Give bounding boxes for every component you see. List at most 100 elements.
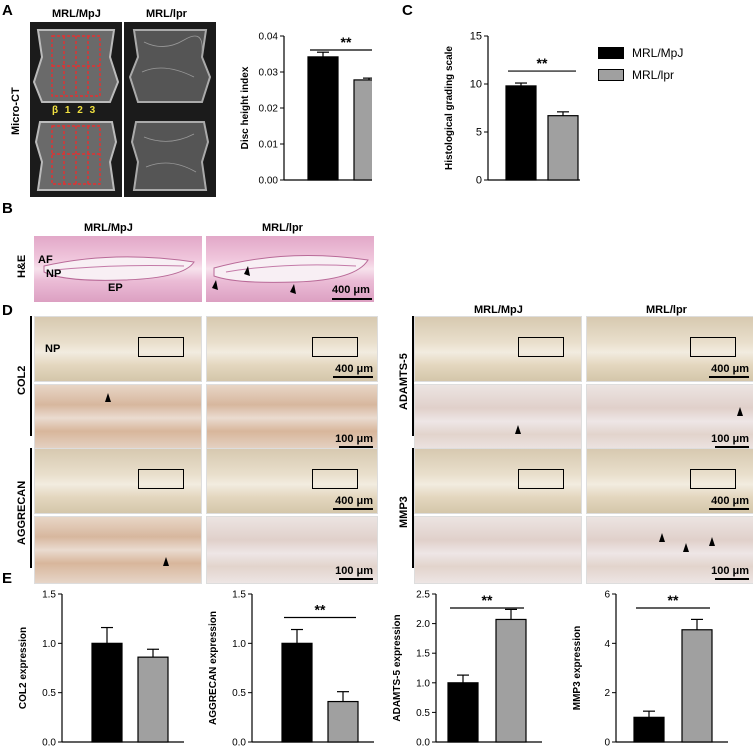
panel-letter-d: D — [2, 302, 13, 319]
arrowhead-icon — [737, 407, 743, 416]
microct-col1-label: MRL/MpJ — [52, 8, 101, 20]
scale-bar — [339, 578, 373, 580]
bar-mpj — [281, 642, 313, 743]
ihc-adamts5-lpr-lowmag: 400 μm — [586, 316, 753, 382]
y-tick-label: 0.0 — [416, 738, 430, 749]
roi-box — [689, 469, 736, 489]
microct-beta-labels: β 1 2 3 — [52, 105, 98, 116]
significance-label: ** — [341, 34, 352, 50]
ihc-label-mmp3: MMP3 — [398, 496, 410, 528]
scale-label: 100 μm — [335, 433, 373, 445]
roi-box — [517, 469, 564, 489]
he-row-label: H&E — [16, 254, 28, 278]
he-arrow-2 — [244, 266, 250, 276]
y-tick-label: 0.5 — [416, 708, 430, 719]
roi-box — [137, 337, 184, 357]
ihc-adamts5-mpj-lowmag — [414, 316, 582, 382]
y-tick-label: 1.5 — [42, 590, 56, 601]
significance-label: ** — [315, 602, 326, 618]
ihc-adamts5-lpr-highmag: 100 μm — [586, 384, 753, 452]
y-axis-label: AGGRECAN expression — [208, 611, 219, 725]
bar-lpr — [137, 656, 169, 743]
scale-label: 100 μm — [711, 565, 749, 577]
he-col1-label: MRL/MpJ — [84, 222, 133, 234]
ihc-label-adamts5: ADAMTS-5 — [398, 353, 410, 410]
ihc-aggrecan-lpr-lowmag: 400 μm — [206, 448, 378, 514]
chart-aggrecan: 0.0 0.5 1.0 1.5 AGGRECAN expression ** — [208, 590, 374, 749]
y-tick-label: 6 — [604, 590, 610, 601]
scale-label: 400 μm — [335, 495, 373, 507]
y-tick-label: 0.03 — [259, 68, 279, 79]
ihc-col2-lpr-lowmag: 400 μm — [206, 316, 378, 382]
legend-swatch-lpr — [598, 69, 624, 81]
y-tick-label: 0.5 — [42, 688, 56, 699]
bar-lpr — [547, 115, 579, 181]
he-label-af: AF — [38, 254, 53, 266]
he-lpr-drawing — [212, 255, 369, 294]
he-scale-bar — [332, 298, 372, 300]
ihc-col2-group-bar — [30, 316, 32, 436]
scale-label: 100 μm — [335, 565, 373, 577]
y-tick-label: 2 — [604, 688, 610, 699]
legend: MRL/MpJ MRL/lpr — [598, 46, 683, 82]
panel-letter-e: E — [2, 570, 13, 587]
ihc-aggrecan-lpr-highmag: 100 μm — [206, 516, 378, 584]
y-tick-label: 1.0 — [232, 639, 246, 650]
chart-adamts5: 0.0 0.5 1.0 1.5 2.0 2.5 ADAMTS-5 expression ** — [392, 590, 542, 749]
ihc-col2-lpr-highmag: 100 μm — [206, 384, 378, 452]
arrowhead-icon — [659, 533, 665, 542]
legend-item-lpr: MRL/lpr — [598, 68, 683, 82]
y-tick-label: 10 — [470, 79, 482, 91]
microct-col2-label: MRL/lpr — [146, 8, 187, 20]
scale-bar — [333, 508, 373, 510]
bar-mpj — [91, 642, 123, 743]
bar-mpj — [633, 716, 665, 743]
ihc-adamts5-mpj-highmag — [414, 384, 582, 452]
microct-lpr-drawing — [128, 29, 212, 191]
bar-lpr — [495, 618, 527, 743]
legend-label-lpr: MRL/lpr — [632, 68, 675, 82]
scale-bar — [709, 508, 749, 510]
arrowhead-icon — [709, 537, 715, 546]
roi-box — [689, 337, 736, 357]
ihc-label-aggrecan: AGGRECAN — [16, 480, 28, 545]
microct-image-lpr — [124, 22, 216, 197]
legend-label-mpj: MRL/MpJ — [632, 46, 684, 60]
scale-bar — [715, 578, 749, 580]
panel-letter-a: A — [2, 2, 13, 19]
ihc-aggrecan-mpj-lowmag — [34, 448, 202, 514]
y-tick-label: 0.0 — [42, 738, 56, 749]
scale-label: 400 μm — [711, 495, 749, 507]
legend-swatch-mpj — [598, 47, 624, 59]
chart-histological: 0 5 10 15 Histological grading scale ** — [444, 31, 580, 187]
scale-bar — [333, 376, 373, 378]
roi-box — [312, 337, 359, 357]
y-tick-label: 5 — [476, 127, 482, 139]
y-tick-label: 2.5 — [416, 590, 430, 601]
he-arrow-3 — [290, 284, 296, 294]
ihc-adamts-group-bar — [412, 316, 414, 436]
bar-lpr — [681, 629, 713, 743]
y-tick-label: 0.04 — [259, 32, 279, 43]
panel-letter-b: B — [2, 200, 13, 217]
ihc-aggrecan-group-bar — [30, 448, 32, 568]
microct-row-label: Micro-CT — [10, 87, 22, 135]
he-image-mpj: AF NP EP — [34, 236, 202, 302]
arrowhead-icon — [105, 393, 111, 402]
y-axis-label: COL2 expression — [18, 627, 29, 709]
he-col2-label: MRL/lpr — [262, 222, 303, 234]
he-arrow-1 — [212, 280, 218, 290]
panel-letter-c: C — [402, 2, 413, 19]
roi-box — [517, 337, 564, 357]
y-tick-label: 1.0 — [416, 678, 430, 689]
scale-bar — [715, 446, 749, 448]
he-mpj-drawing — [43, 256, 195, 281]
arrowhead-icon — [515, 425, 521, 434]
ihc-col1-label-right: MRL/MpJ — [474, 304, 523, 316]
y-tick-label: 0 — [604, 738, 610, 749]
ihc-col2-mpj-lowmag: NP — [34, 316, 202, 382]
ihc-aggrecan-mpj-highmag — [34, 516, 202, 584]
arrowhead-icon — [163, 557, 169, 566]
significance-label: ** — [537, 55, 548, 71]
he-image-lpr: 400 μm — [206, 236, 374, 302]
